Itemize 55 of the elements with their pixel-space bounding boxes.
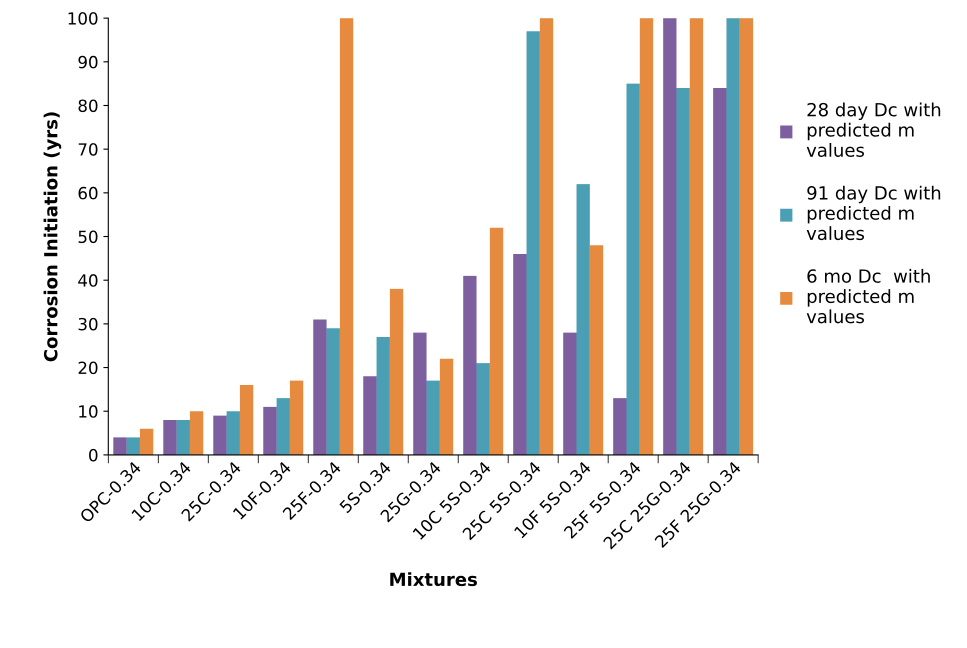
bar [476, 363, 490, 455]
bar [126, 437, 140, 455]
legend-label: 91 day Dc with predicted m values [806, 186, 940, 240]
bar [313, 320, 327, 455]
y-tick-label: 30 [78, 318, 98, 330]
bar [413, 332, 427, 455]
bar [213, 416, 227, 455]
bar [326, 328, 340, 455]
bar [690, 18, 704, 455]
bar [276, 398, 290, 455]
bar [390, 288, 404, 455]
y-tick-label: 60 [78, 186, 98, 200]
bar [426, 380, 440, 455]
bar [590, 245, 604, 455]
y-tick-label: 10 [79, 405, 98, 418]
bar [376, 336, 390, 455]
y-axis-title: Corrosion Initiation (yrs) [44, 112, 62, 362]
bar [463, 276, 477, 455]
bar [263, 406, 277, 455]
bar [740, 18, 754, 455]
y-tick-label: 80 [78, 99, 98, 112]
y-tick-label: 90 [78, 56, 98, 68]
bar [540, 18, 554, 455]
bar [190, 411, 204, 455]
bar [440, 358, 454, 455]
bar [240, 385, 254, 455]
bar [513, 254, 527, 455]
bar [226, 411, 240, 455]
y-tick-label: 70 [78, 143, 98, 156]
bar [290, 380, 304, 455]
y-tick-label: 20 [78, 362, 98, 374]
legend-label: 6 mo Dc with predicted m values [806, 268, 930, 324]
bar [163, 420, 177, 455]
bar [113, 437, 127, 455]
x-axis-title: Mixtures [390, 572, 477, 586]
y-tick-label: 0 [89, 448, 98, 462]
bar [626, 84, 640, 455]
legend-label: 28 day Dc with predicted m values [806, 102, 940, 157]
y-tick-label: 50 [78, 230, 98, 244]
bar [576, 184, 590, 455]
bar [640, 18, 654, 455]
y-tick-label: 100 [68, 12, 98, 25]
bar [490, 228, 504, 455]
bar [676, 88, 690, 455]
bar [563, 332, 577, 455]
bar [726, 18, 740, 455]
bar [340, 18, 354, 455]
bar [176, 420, 190, 455]
bar [713, 88, 726, 455]
bar [663, 18, 676, 455]
bar [140, 428, 154, 455]
bar [613, 398, 626, 455]
bar [526, 31, 540, 455]
bar [363, 376, 377, 455]
y-tick-label: 40 [78, 274, 98, 287]
